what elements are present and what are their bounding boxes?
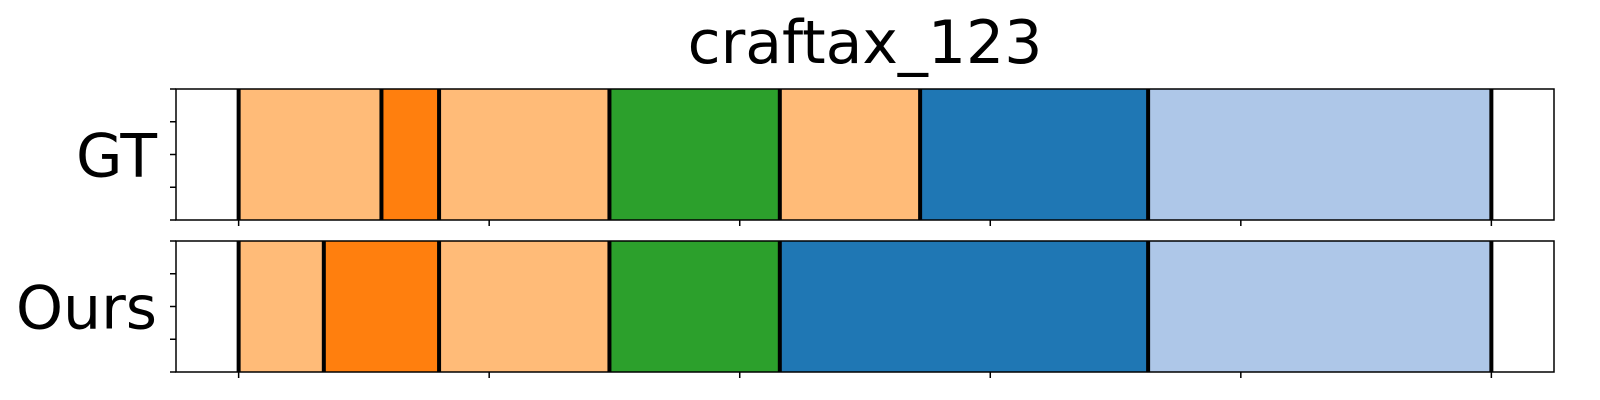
segment-1-0	[238, 241, 324, 372]
segment-1-3	[609, 241, 780, 372]
segment-1-1	[323, 241, 440, 372]
segment-0-4	[779, 89, 921, 220]
segment-1-4	[779, 241, 1149, 372]
row-label-1: Ours	[16, 274, 157, 344]
segment-0-6	[1148, 89, 1492, 220]
segment-0-1	[381, 89, 440, 220]
segment-1-2	[439, 241, 610, 372]
row-label-0: GT	[76, 122, 157, 192]
segment-0-0	[238, 89, 382, 220]
segment-1-5	[1148, 241, 1492, 372]
chart-title: craftax_123	[688, 8, 1043, 78]
segment-0-5	[920, 89, 1149, 220]
segment-0-2	[439, 89, 610, 220]
segment-0-3	[609, 89, 780, 220]
timeline-rows: GT Ours	[16, 88, 1555, 378]
